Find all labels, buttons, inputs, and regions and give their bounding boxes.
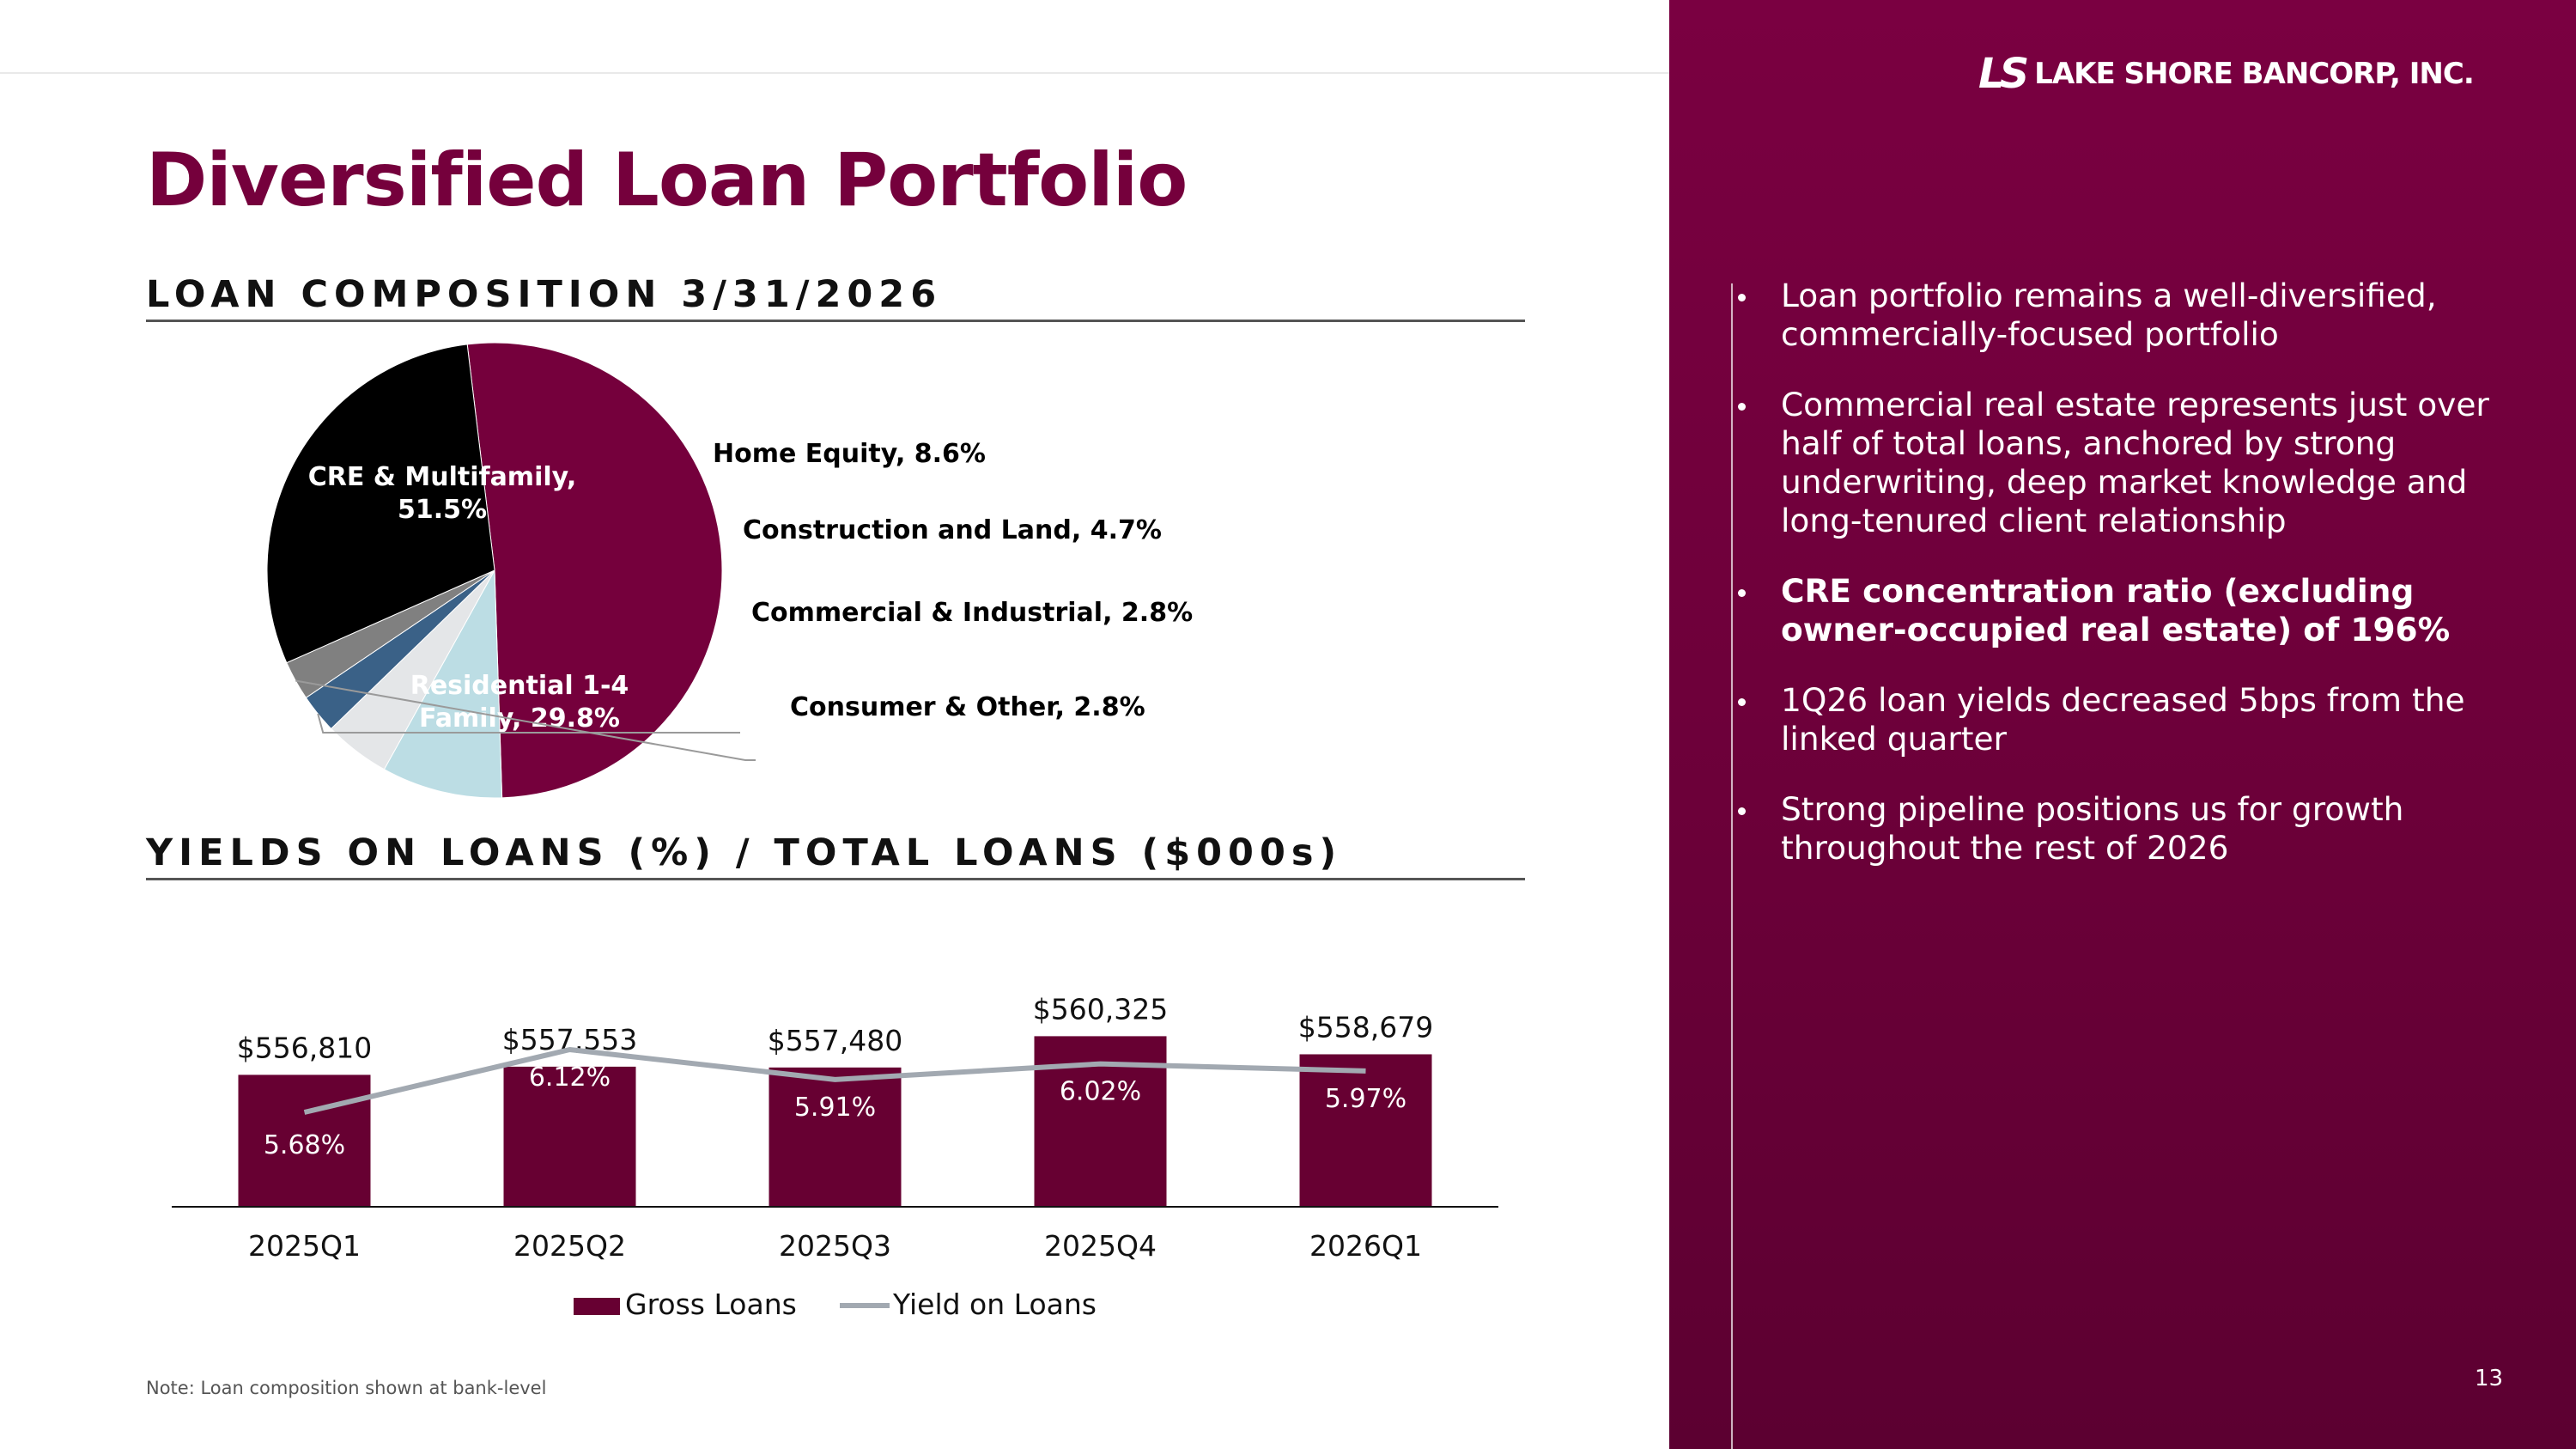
key-point: 1Q26 loan yields decreased 5bps from the… [1738, 681, 2494, 758]
category-label: 2025Q1 [248, 1229, 361, 1263]
key-point-text: Commercial real estate represents just o… [1781, 386, 2489, 539]
logo-mark-icon: LS [1978, 50, 2029, 98]
key-point-text: Strong pipeline positions us for growth … [1781, 790, 2404, 867]
pie-label: Construction and Land, 4.7% [743, 515, 1162, 545]
bar-value-label: $557,480 [768, 1024, 902, 1057]
yield-line [303, 1047, 1366, 1115]
key-point-text: Loan portfolio remains a well-diversifie… [1781, 277, 2437, 353]
yield-value-label: 5.97% [1325, 1084, 1406, 1114]
pie-slice [266, 344, 495, 664]
yield-value-label: 6.02% [1060, 1077, 1141, 1107]
leader-line [317, 713, 740, 734]
key-point: Loan portfolio remains a well-diversifie… [1738, 277, 2494, 354]
sidebar-panel: LS LAKE SHORE BANCORP, INC. Loan portfol… [1669, 0, 2576, 1449]
pie-label: Home Equity, 8.6% [713, 439, 986, 469]
yield-value-label: 5.68% [264, 1130, 345, 1160]
bullet-dot-icon [1738, 589, 1746, 597]
pie-label: Consumer & Other, 2.8% [790, 692, 1145, 722]
sidebar-divider-line [1731, 283, 1733, 1449]
footnote: Note: Loan composition shown at bank-lev… [146, 1378, 547, 1398]
bullet-dot-icon [1738, 807, 1746, 815]
company-name: LAKE SHORE BANCORP, INC. [2034, 57, 2475, 91]
category-label: 2025Q3 [779, 1229, 891, 1263]
pie-label: CRE & Multifamily, 51.5% [308, 462, 577, 525]
bar-value-label: $560,325 [1033, 992, 1168, 1026]
bullet-dot-icon [1738, 403, 1746, 411]
category-label: 2025Q2 [513, 1229, 626, 1263]
pie-label: Residential 1-4 Family, 29.8% [410, 671, 629, 734]
leader-line [295, 679, 756, 761]
yields-heading: YIELDS ON LOANS (%) / TOTAL LOANS ($000s… [146, 831, 1525, 880]
page-title: Diversified Loan Portfolio [146, 137, 1188, 223]
gross-loans-bar [769, 1067, 902, 1207]
key-point-text: CRE concentration ratio (excluding owner… [1781, 572, 2451, 648]
gross-loans-bar [238, 1075, 371, 1207]
header-rule [0, 72, 1669, 74]
legend-label-gross-loans: Gross Loans [625, 1288, 797, 1321]
bar-value-label: $556,810 [237, 1031, 372, 1064]
bullet-dot-icon [1738, 294, 1746, 301]
legend-swatch-gross-loans [574, 1298, 620, 1315]
pie-slice [383, 569, 503, 799]
key-point: Strong pipeline positions us for growth … [1738, 790, 2494, 868]
loan-composition-pie-chart: CRE & Multifamily, 51.5% Residential 1-4 Fa… [266, 342, 1193, 799]
key-points-list: Loan portfolio remains a well-diversifie… [1738, 277, 2494, 899]
key-point: Commercial real estate represents just o… [1738, 386, 2494, 540]
bullet-dot-icon [1738, 698, 1746, 706]
gross-loans-bar [1299, 1054, 1432, 1207]
pie-label: Commercial & Industrial, 2.8% [751, 598, 1193, 628]
page-number: 13 [2475, 1366, 2504, 1391]
yields-loans-combo-chart: $556,8102025Q1$557,5532025Q2$557,4802025… [172, 992, 1498, 1321]
chart-legend: Gross Loans Yield on Loans [574, 1288, 1097, 1321]
yield-value-label: 5.91% [794, 1093, 876, 1123]
gross-loans-bar [503, 1066, 636, 1207]
key-point-text: 1Q26 loan yields decreased 5bps from the… [1781, 681, 2465, 758]
loan-composition-heading: LOAN COMPOSITION 3/31/2026 [146, 273, 1525, 322]
legend-label-yield: Yield on Loans [892, 1288, 1097, 1321]
bar-value-label: $558,679 [1298, 1010, 1433, 1044]
company-logo: LS LAKE SHORE BANCORP, INC. [1978, 50, 2475, 98]
pie-slice [466, 342, 723, 799]
key-point: CRE concentration ratio (excluding owner… [1738, 572, 2494, 649]
category-label: 2025Q4 [1044, 1229, 1157, 1263]
yield-value-label: 6.12% [529, 1062, 611, 1093]
category-label: 2026Q1 [1309, 1229, 1422, 1263]
